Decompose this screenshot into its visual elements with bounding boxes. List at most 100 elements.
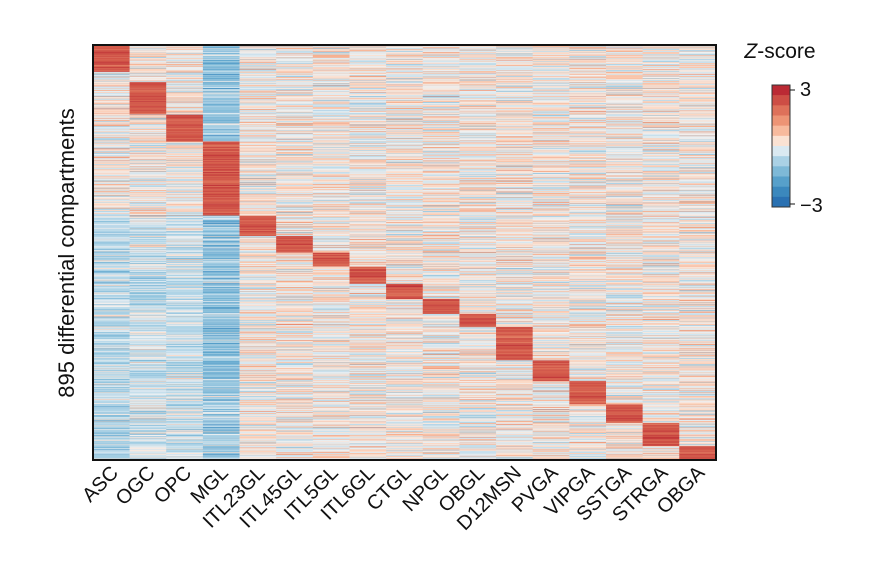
heatmap-cell bbox=[93, 94, 131, 96]
heatmap-cell bbox=[166, 143, 204, 145]
heatmap-cell bbox=[166, 326, 204, 328]
heatmap-cell bbox=[93, 284, 131, 286]
heatmap-cell bbox=[129, 72, 167, 74]
heatmap-cell bbox=[93, 122, 131, 124]
heatmap-cell bbox=[129, 124, 167, 126]
heatmap-cell bbox=[202, 53, 240, 55]
heatmap-cell bbox=[166, 418, 204, 420]
heatmap-cell bbox=[93, 162, 131, 164]
heatmap-cell bbox=[93, 325, 131, 327]
heatmap-cell bbox=[166, 355, 204, 357]
heatmap-cell bbox=[166, 238, 204, 240]
heatmap-cell bbox=[166, 102, 204, 104]
heatmap-cell bbox=[93, 166, 131, 168]
heatmap-cell bbox=[129, 361, 167, 363]
heatmap-cell bbox=[93, 392, 131, 394]
heatmap-cell bbox=[202, 73, 240, 75]
heatmap-cell bbox=[93, 246, 131, 248]
heatmap-cell bbox=[93, 328, 131, 330]
heatmap-cell bbox=[93, 279, 131, 281]
heatmap-cell bbox=[93, 50, 131, 51]
heatmap-cell bbox=[93, 281, 131, 283]
heatmap-cell bbox=[93, 344, 131, 345]
heatmap-cell bbox=[129, 145, 167, 147]
heatmap-cell bbox=[166, 309, 204, 311]
heatmap-cell bbox=[166, 378, 204, 380]
heatmap-cell bbox=[93, 91, 131, 93]
heatmap-cell bbox=[93, 334, 131, 336]
heatmap-cell bbox=[129, 235, 167, 236]
heatmap-cell bbox=[129, 76, 167, 77]
heatmap-cell bbox=[129, 141, 167, 143]
heatmap-cell bbox=[202, 85, 240, 87]
heatmap-cell bbox=[166, 307, 204, 309]
heatmap-cell bbox=[93, 88, 131, 90]
heatmap-cell bbox=[129, 367, 167, 369]
heatmap-cell bbox=[166, 101, 204, 102]
heatmap-cell bbox=[166, 198, 204, 200]
heatmap-cell bbox=[129, 93, 167, 95]
heatmap-cell bbox=[93, 99, 131, 101]
heatmap-cell bbox=[93, 215, 131, 216]
heatmap-cell bbox=[166, 401, 204, 402]
heatmap-cell bbox=[166, 339, 204, 341]
heatmap-cell bbox=[129, 288, 167, 290]
heatmap-cell bbox=[202, 57, 240, 58]
heatmap-cell bbox=[129, 454, 167, 456]
heatmap-cell bbox=[129, 209, 167, 210]
heatmap-cell bbox=[129, 423, 167, 425]
heatmap-cell bbox=[166, 275, 204, 277]
heatmap-cell bbox=[129, 102, 167, 104]
heatmap-cell bbox=[93, 57, 131, 58]
heatmap-cell bbox=[93, 128, 131, 129]
heatmap-cell bbox=[93, 368, 131, 370]
heatmap-cell bbox=[166, 457, 204, 459]
heatmap-cell bbox=[129, 208, 167, 210]
heatmap-cell bbox=[93, 199, 131, 201]
heatmap-cell bbox=[166, 364, 204, 366]
heatmap-cell bbox=[166, 76, 204, 77]
heatmap-cell bbox=[129, 74, 167, 76]
heatmap-cell bbox=[202, 76, 240, 77]
heatmap-cell bbox=[166, 262, 204, 264]
heatmap-cell bbox=[93, 90, 131, 92]
heatmap-cell bbox=[166, 357, 204, 359]
heatmap-cell bbox=[129, 250, 167, 252]
heatmap-cell bbox=[166, 384, 204, 386]
heatmap-cell bbox=[129, 305, 167, 307]
heatmap-cell bbox=[166, 257, 204, 259]
heatmap-cell bbox=[93, 152, 131, 153]
heatmap-cell bbox=[129, 205, 167, 207]
heatmap-cell bbox=[93, 197, 131, 199]
heatmap-cell bbox=[129, 245, 167, 247]
heatmap-cell bbox=[166, 86, 204, 88]
heatmap-cell bbox=[129, 385, 167, 387]
heatmap-cell bbox=[93, 67, 131, 69]
heatmap-cell bbox=[93, 268, 131, 270]
heatmap-cell bbox=[166, 398, 204, 400]
heatmap-cell bbox=[166, 108, 204, 110]
heatmap-cell bbox=[166, 416, 204, 418]
heatmap-cell bbox=[129, 56, 167, 58]
heatmap-cell bbox=[129, 140, 167, 142]
heatmap-cell bbox=[129, 100, 167, 102]
heatmap-cell bbox=[129, 362, 167, 363]
heatmap-cell bbox=[93, 405, 131, 407]
heatmap-cell bbox=[93, 205, 131, 207]
heatmap-cell bbox=[166, 155, 204, 157]
heatmap-cell bbox=[93, 352, 131, 354]
heatmap-cell bbox=[93, 189, 131, 191]
heatmap-cell bbox=[93, 345, 131, 346]
heatmap-cell bbox=[166, 66, 204, 68]
heatmap-cell bbox=[166, 297, 204, 299]
heatmap-cell bbox=[166, 196, 204, 197]
heatmap-cell bbox=[166, 350, 204, 351]
heatmap-cell bbox=[166, 200, 204, 202]
heatmap-cell bbox=[166, 220, 204, 222]
heatmap-cell bbox=[129, 111, 167, 113]
heatmap-cell bbox=[166, 73, 204, 75]
heatmap-cell bbox=[166, 131, 204, 133]
heatmap-cell bbox=[166, 75, 204, 77]
heatmap-cell bbox=[166, 152, 204, 154]
heatmap-cell bbox=[129, 363, 167, 365]
